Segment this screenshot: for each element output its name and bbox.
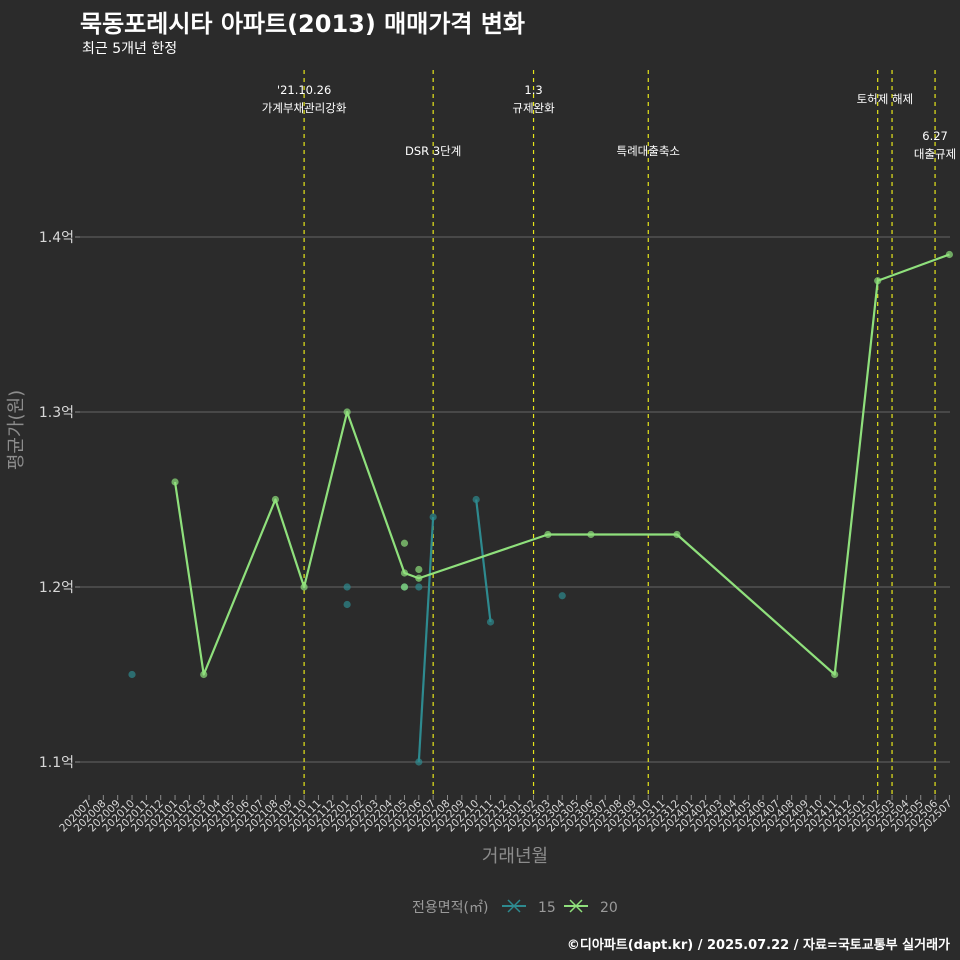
event-label: 토허제 해제 xyxy=(857,92,914,106)
event-label: 규제완화 xyxy=(512,101,555,115)
series-20-point xyxy=(200,670,208,679)
event-label: DSR 3단계 xyxy=(405,144,461,158)
series-15-point xyxy=(343,600,351,609)
series-20-point xyxy=(874,277,882,285)
series-15-point xyxy=(415,758,423,766)
event-label: 대출규제 xyxy=(914,147,956,161)
series-20-point xyxy=(544,530,552,539)
chart-title: 묵동포레시타 아파트(2013) 매매가격 변화 xyxy=(80,10,525,38)
series-20-point xyxy=(300,583,308,591)
event-label: 가계부채관리강화 xyxy=(262,101,347,115)
series-20-point xyxy=(400,569,409,577)
y-tick-label: 1.3억 xyxy=(39,405,74,421)
x-axis-title: 거래년월 xyxy=(482,846,548,867)
series-15-point xyxy=(486,618,495,626)
series-20-point xyxy=(415,565,423,574)
legend-label: 15 xyxy=(538,900,556,916)
y-tick-label: 1.2억 xyxy=(39,580,74,596)
series-20-point xyxy=(171,478,179,486)
series-20-point xyxy=(271,495,280,504)
series-20-point xyxy=(415,574,423,582)
event-label: 특례대출축소 xyxy=(617,144,680,158)
y-tick-label: 1.1억 xyxy=(39,755,74,771)
series-15-point xyxy=(472,495,480,504)
series-20-point xyxy=(400,539,409,547)
series-15-point xyxy=(415,583,423,591)
legend-key-mark xyxy=(507,899,521,913)
series-20-point xyxy=(400,583,409,591)
event-label: 1.3 xyxy=(524,83,542,97)
series-15-point xyxy=(429,513,437,521)
series-20-point xyxy=(831,670,839,679)
legend-key-mark xyxy=(569,899,583,913)
series-15-point xyxy=(343,583,351,591)
legend-title: 전용면적(㎡) xyxy=(412,900,488,916)
chart-subtitle: 최근 5개년 한정 xyxy=(82,41,178,57)
series-15-point xyxy=(558,592,566,600)
y-axis-title: 평균가(원) xyxy=(6,390,27,470)
y-tick-label: 1.4억 xyxy=(39,230,74,246)
series-20-point xyxy=(673,530,681,539)
series-20-line xyxy=(173,253,950,676)
series-20-point xyxy=(945,250,954,259)
series-20-point xyxy=(343,408,351,416)
event-label: '21.10.26 xyxy=(277,83,331,97)
series-15-point xyxy=(128,670,136,679)
event-label: 6.27 xyxy=(922,129,948,143)
series-15-line xyxy=(475,499,492,623)
series-15-line xyxy=(417,516,435,763)
legend-label: 20 xyxy=(600,900,618,916)
source-caption: ©디아파트(dapt.kr) / 2025.07.22 / 자료=국토교통부 실… xyxy=(566,938,950,953)
series-20-point xyxy=(587,530,595,539)
